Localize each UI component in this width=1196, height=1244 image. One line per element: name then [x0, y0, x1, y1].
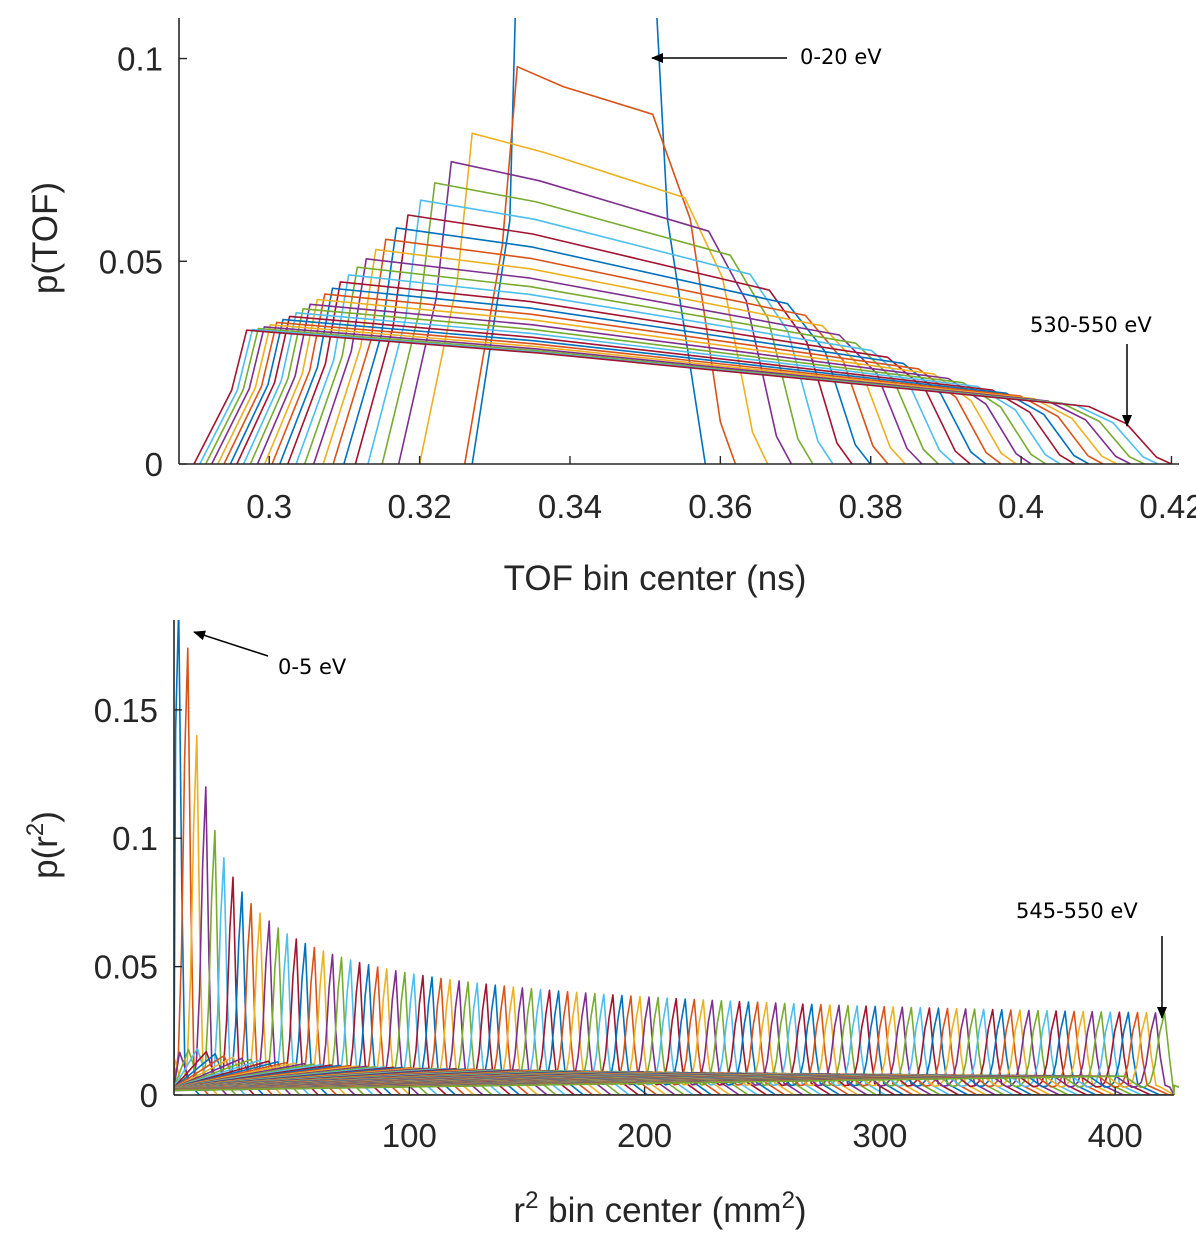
- tof-series-line: [223, 321, 1104, 464]
- tof-series-line: [279, 287, 987, 464]
- tof-series-line: [381, 182, 814, 464]
- r2-series-line: [174, 998, 1174, 1095]
- tof-series-line: [271, 293, 1002, 464]
- r2-series-line: [174, 997, 1174, 1095]
- r2-series-line: [174, 1011, 1174, 1095]
- r2-series-line: [174, 1011, 1175, 1095]
- tof-series-line: [287, 281, 971, 464]
- r2-annotation-low: 0-5 eV: [278, 655, 347, 679]
- r2-series-line: [174, 1004, 1174, 1095]
- tof-x-tick-label: 0.34: [538, 488, 602, 525]
- tof-chart: 0.3 0.32 0.34 0.36 0.38 0.4 0.42 0 0.05 0.1 TOF …: [26, 18, 1196, 598]
- r2-x-ticks: 100 200 300 400: [382, 1087, 1143, 1154]
- r2-y-axis-label: p(r2): [22, 811, 65, 879]
- tof-series-line: [229, 318, 1090, 464]
- r2-series-line: [174, 1004, 1174, 1095]
- r2-annotation-high: 545-550 eV: [1016, 899, 1138, 923]
- tof-x-tick-label: 0.32: [387, 488, 451, 525]
- r2-series-line: [174, 1000, 1174, 1095]
- tof-x-tick-label: 0.42: [1139, 488, 1196, 525]
- r2-y-tick-label: 0.15: [94, 692, 158, 729]
- r2-x-tick-label: 100: [382, 1117, 437, 1154]
- tof-x-axis-label: TOF bin center (ns): [504, 559, 807, 598]
- r2-series-line: [174, 1003, 1174, 1095]
- tof-x-tick-label: 0.4: [998, 488, 1044, 525]
- r2-series-group: [174, 620, 1179, 1095]
- r2-x-tick-label: 400: [1088, 1117, 1143, 1154]
- tof-series-line: [217, 324, 1118, 464]
- r2-series-line: [174, 1003, 1174, 1095]
- tof-x-tick-label: 0.38: [839, 488, 903, 525]
- r2-series-line: [174, 620, 1174, 1095]
- tof-series-line: [418, 132, 769, 464]
- tof-series-line: [242, 312, 1061, 464]
- r2-series-line: [174, 1003, 1174, 1095]
- tof-y-axis-label: p(TOF): [26, 182, 65, 294]
- tof-series-line: [256, 303, 1032, 464]
- r2-series-line: [174, 1001, 1174, 1095]
- tof-y-tick-label: 0.1: [117, 41, 163, 78]
- tof-series-line: [263, 298, 1017, 464]
- tof-series-line: [303, 266, 939, 464]
- r2-series-line: [174, 997, 1174, 1095]
- r2-series-line: [174, 1012, 1175, 1095]
- tof-series-line: [367, 199, 834, 464]
- r2-y-tick-label: 0: [140, 1077, 158, 1114]
- tof-y-ticks: 0 0.05 0.1: [99, 41, 187, 483]
- r2-series-line: [174, 1002, 1174, 1095]
- tof-y-tick-label: 0: [145, 446, 163, 483]
- tof-x-tick-label: 0.3: [246, 488, 292, 525]
- r2-series-line: [174, 1005, 1174, 1095]
- tof-series-line: [295, 274, 956, 464]
- tof-series-group: [193, 18, 1172, 464]
- tof-x-ticks: 0.3 0.32 0.34 0.36 0.38 0.4 0.42: [246, 456, 1196, 525]
- tof-series-line: [249, 308, 1047, 464]
- r2-series-line: [174, 999, 1174, 1095]
- tof-y-tick-label: 0.05: [99, 243, 163, 280]
- r2-series-line: [174, 999, 1174, 1095]
- r2-y-tick-label: 0.05: [94, 949, 158, 986]
- r2-series-line: [174, 1001, 1174, 1095]
- r2-series-line: [174, 1001, 1174, 1095]
- r2-series-line: [174, 1012, 1179, 1095]
- tof-series-line: [397, 160, 793, 464]
- r2-series-line: [174, 1002, 1174, 1095]
- tof-series-line: [210, 326, 1132, 464]
- r2-series-line: [174, 1002, 1174, 1095]
- tof-series-line: [204, 327, 1145, 464]
- tof-series-line: [354, 214, 853, 464]
- r2-chart: 100 200 300 400 0 0.05 0.1 0.15 r2 bin center …: [22, 620, 1179, 1230]
- tof-series-line: [471, 18, 707, 464]
- r2-x-tick-label: 300: [852, 1117, 907, 1154]
- tof-series-line: [236, 315, 1076, 464]
- r2-x-axis-label: r2 bin center (mm2): [513, 1187, 806, 1230]
- r2-series-line: [174, 1004, 1174, 1095]
- tof-series-line: [193, 329, 1172, 464]
- tof-series-line: [463, 65, 737, 464]
- r2-series-line: [174, 1005, 1174, 1095]
- r2-series-line: [174, 1000, 1174, 1095]
- r2-y-tick-label: 0.1: [112, 820, 158, 857]
- tof-x-tick-label: 0.36: [688, 488, 752, 525]
- tof-annotation-high: 530-550 eV: [1030, 313, 1152, 337]
- tof-annotation-low: 0-20 eV: [800, 45, 882, 69]
- r2-series-line: [174, 1000, 1174, 1095]
- r2-y-ticks: 0 0.05 0.1 0.15: [94, 692, 182, 1114]
- r2-series-line: [174, 998, 1174, 1095]
- r2-annotation-low-arrow: [193, 630, 269, 657]
- r2-x-tick-label: 200: [617, 1117, 672, 1154]
